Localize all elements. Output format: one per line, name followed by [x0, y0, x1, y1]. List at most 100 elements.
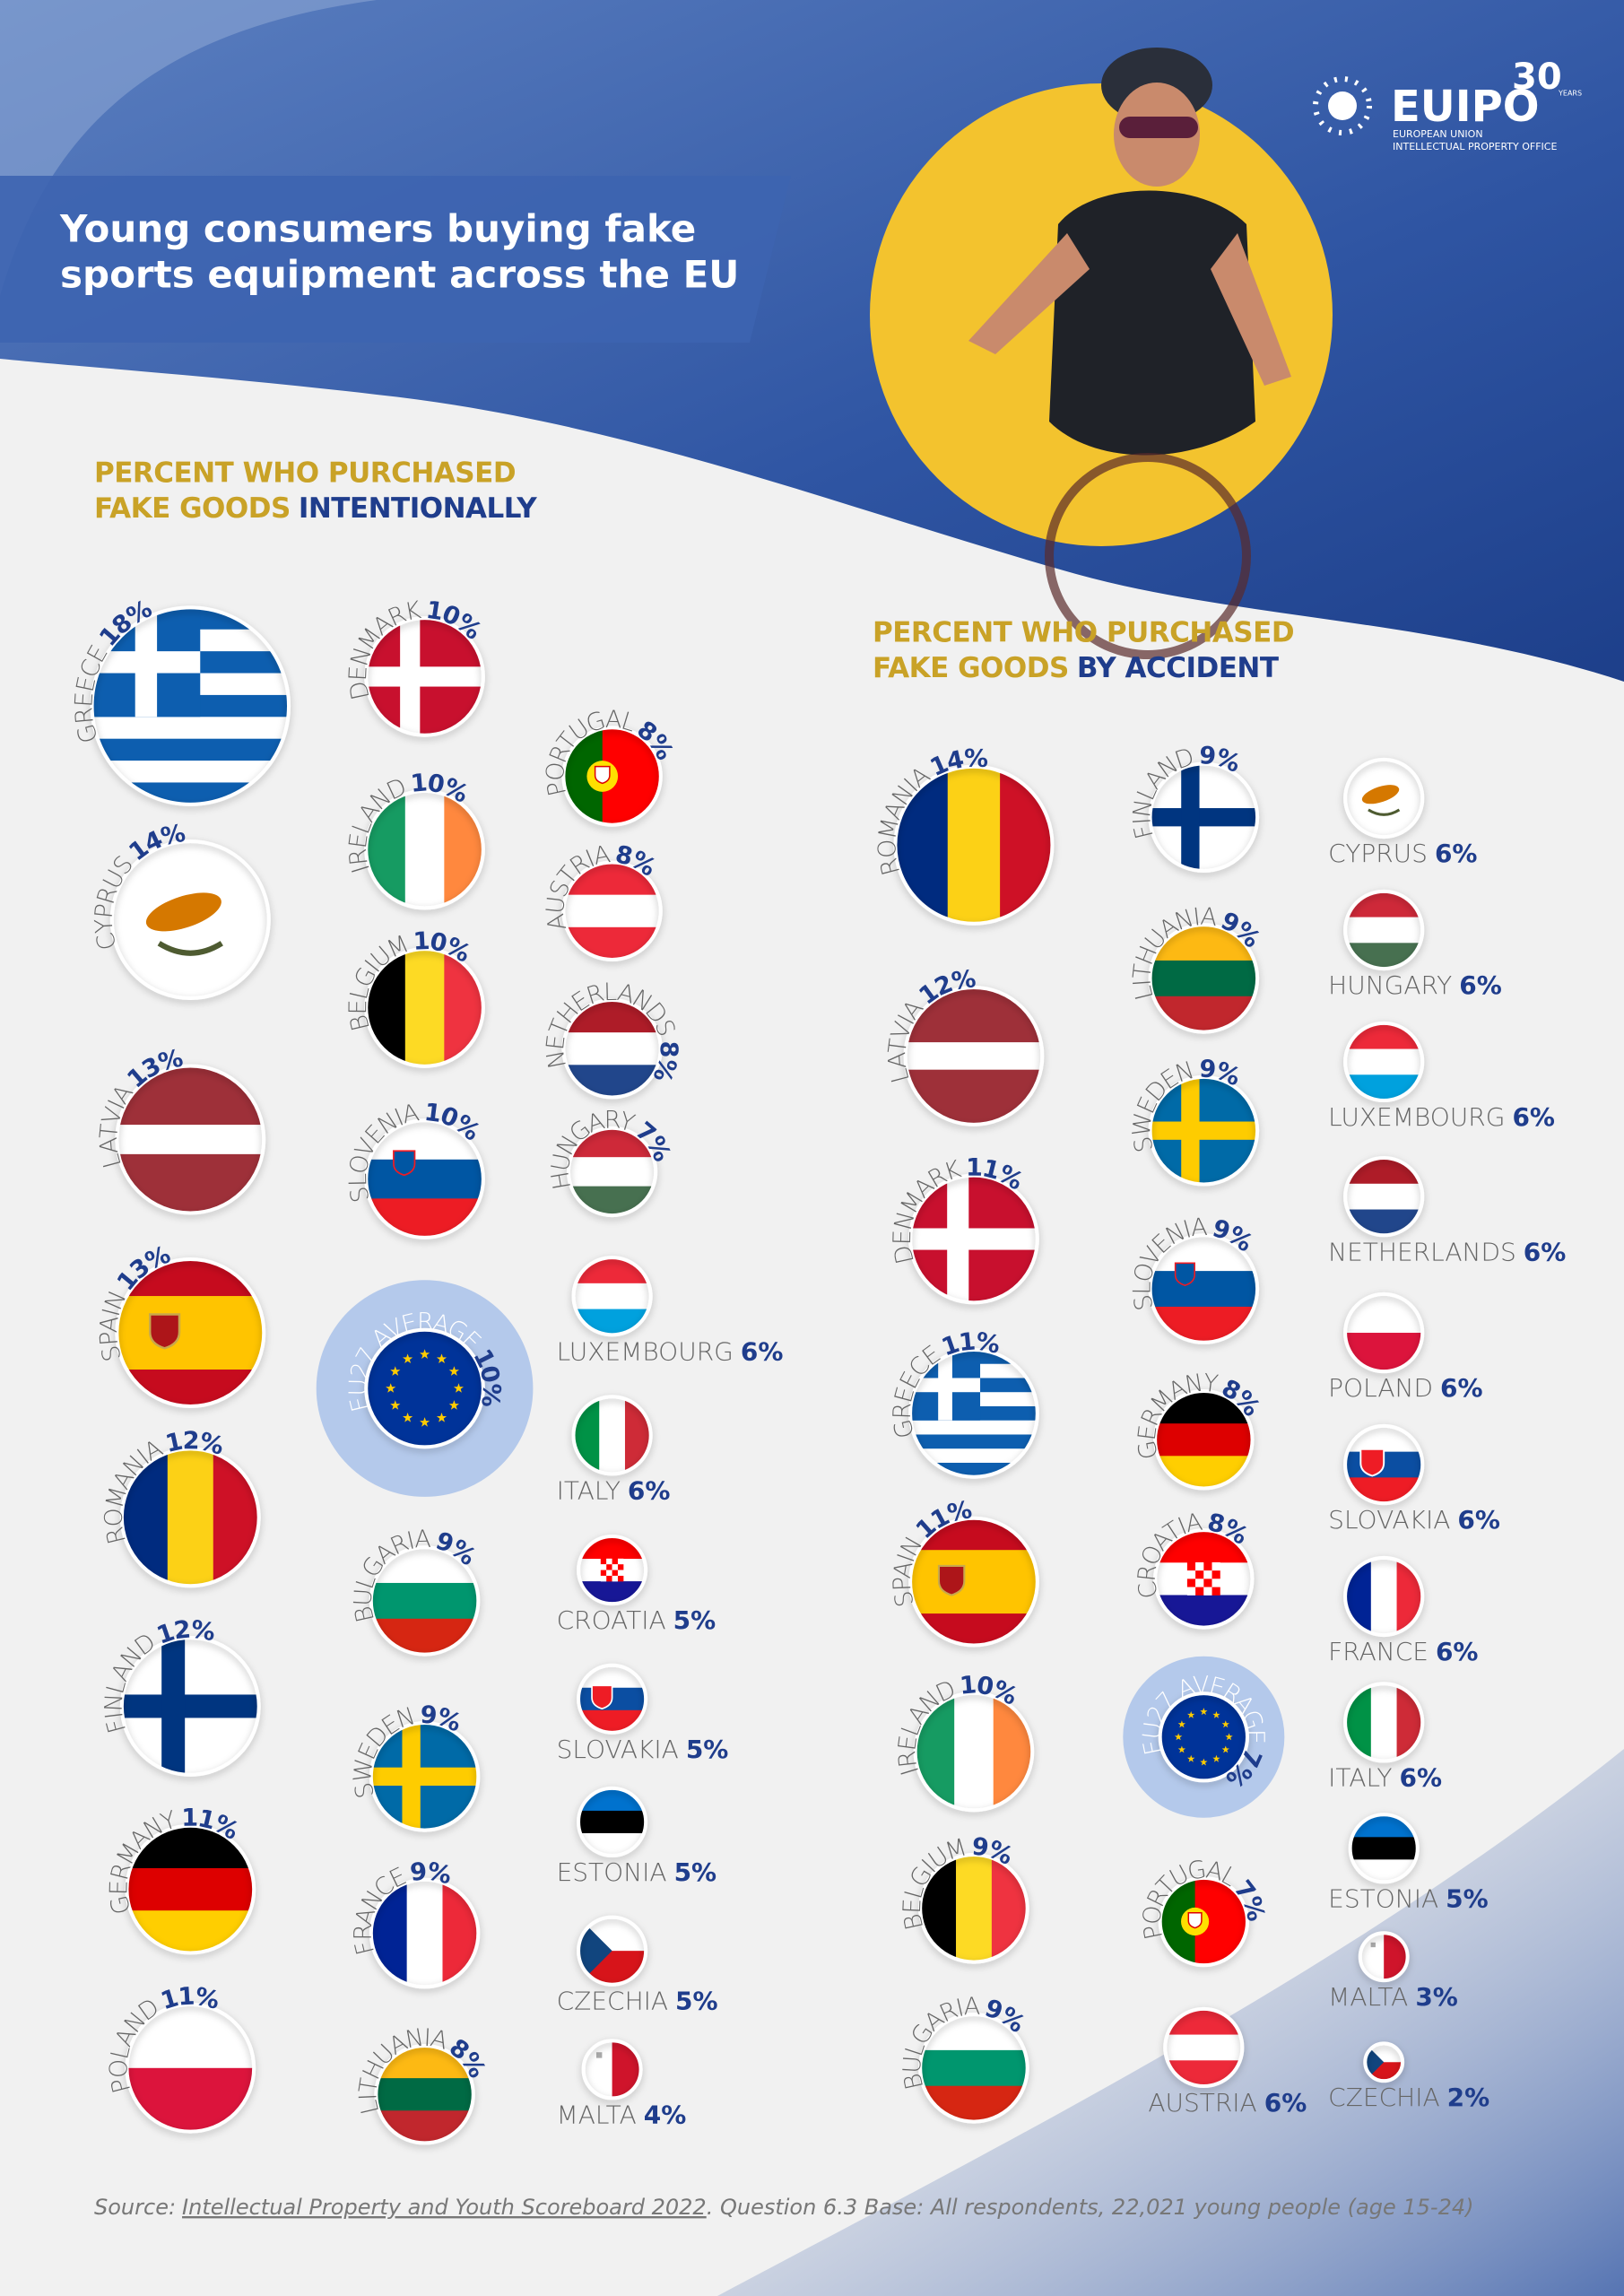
- flag-cross: [121, 1694, 259, 1718]
- country-percent: 9%: [409, 1857, 455, 1890]
- flag-star: [1177, 1745, 1185, 1753]
- heading-gold: FAKE GOODS: [94, 492, 291, 525]
- flag-emblem: [617, 1564, 624, 1570]
- flag-stripe: [910, 1434, 1038, 1449]
- flag-emblem: [393, 1150, 416, 1177]
- flag: [1345, 759, 1423, 838]
- country-name: ESTONIA: [557, 1857, 667, 1887]
- flag: [1159, 1693, 1247, 1781]
- flag-emblem: [606, 1564, 612, 1570]
- flag-stripe: [1350, 1837, 1418, 1860]
- country-name: ITALY: [1328, 1763, 1392, 1793]
- country-percent: 6%: [1435, 839, 1478, 868]
- flag-emblem: [595, 2052, 603, 2058]
- country-label: CYPRUS 6%: [1328, 839, 1477, 868]
- country-percent: 5%: [1446, 1883, 1489, 1913]
- flag-items: GREECE18%CYPRUS14%LATVIA13%SPAIN13%ROMAN…: [70, 595, 1566, 2145]
- country-label: CZECHIA 2%: [1328, 2083, 1489, 2112]
- flag-cross: [1181, 1076, 1200, 1185]
- country-percent: 5%: [675, 1987, 718, 2016]
- flag-emblem: [1186, 1578, 1196, 1587]
- country-percent: 6%: [1457, 1505, 1500, 1535]
- flag-star: [403, 1413, 413, 1422]
- flag-emblem: [1203, 1561, 1212, 1571]
- country-name: SLOVAKIA: [557, 1735, 679, 1764]
- flag-emblem: [1195, 1570, 1204, 1579]
- flag-stripe: [920, 2049, 1028, 2087]
- flag-stripe: [406, 1879, 443, 1987]
- flag-circle: [1343, 1555, 1425, 1638]
- country-label: ESTONIA 5%: [557, 1857, 717, 1887]
- flag-star: [386, 1383, 396, 1393]
- country-name: SLOVAKIA: [1328, 1505, 1450, 1535]
- country-label: ITALY 6%: [1328, 1763, 1442, 1793]
- country-percent: 6%: [1440, 1373, 1483, 1403]
- flag-circle: [125, 1823, 256, 1955]
- country-name: HUNGARY: [1328, 970, 1452, 1000]
- flag-triangle: [578, 1917, 612, 1985]
- flag-cross: [1150, 1121, 1258, 1140]
- flag-star: [453, 1383, 464, 1393]
- flag-emblem: [148, 1313, 181, 1350]
- flag-circle: [1153, 1389, 1255, 1491]
- flag-circle: [1163, 2006, 1245, 2089]
- flag-circle: [119, 1447, 261, 1588]
- flag-emblem: [606, 1558, 612, 1565]
- flag-emblem: [1203, 1578, 1212, 1587]
- flag-cross: [366, 666, 483, 687]
- title-line: sports equipment across the EU: [60, 253, 739, 297]
- flag: [366, 618, 483, 735]
- flag-stripe: [910, 1550, 1038, 1614]
- footer-prefix: Source:: [94, 2195, 176, 2220]
- country-label: AUSTRIA 6%: [1148, 2088, 1307, 2118]
- flag: [111, 840, 269, 999]
- country-label: POLAND 6%: [1328, 1373, 1482, 1403]
- flag-circle: [908, 1173, 1039, 1305]
- flag-stripe: [910, 1420, 1038, 1435]
- country-label: MALTA 4%: [557, 2100, 687, 2129]
- logo-name: EUIPO: [1391, 82, 1540, 132]
- flag-star: [403, 1353, 413, 1363]
- flag-stripe: [947, 766, 1001, 924]
- flag-stripe: [599, 1396, 626, 1474]
- flag-circle: [364, 788, 485, 910]
- flag-emblem: [1187, 1912, 1203, 1929]
- flag-emblem: [1186, 1570, 1196, 1579]
- flag-cross: [402, 1723, 421, 1831]
- flag-stripe: [1345, 917, 1423, 944]
- flag: [910, 1175, 1038, 1303]
- country-label: LUXEMBOURG 6%: [1328, 1102, 1555, 1132]
- country-percent: 6%: [628, 1475, 671, 1505]
- country-name: AUSTRIA: [1148, 2088, 1256, 2118]
- flag-circle: [369, 1877, 481, 1989]
- flag-circle: [561, 726, 663, 827]
- flag-star: [436, 1353, 447, 1363]
- country-label: SLOVAKIA 5%: [557, 1735, 729, 1764]
- flag-circle: [577, 1663, 648, 1735]
- flag-stripe: [117, 1125, 265, 1155]
- flag-star: [420, 1417, 430, 1427]
- flag-star: [1221, 1745, 1229, 1753]
- country-percent: 6%: [1436, 1637, 1479, 1666]
- flag-star: [1221, 1720, 1229, 1728]
- flag-stripe: [376, 2078, 473, 2111]
- flag-circle: [364, 1327, 485, 1449]
- torso: [1049, 190, 1255, 456]
- footer-rest: . Question 6.3 Base: All respondents, 22…: [707, 2195, 1474, 2220]
- country-name: CZECHIA: [557, 1987, 668, 2016]
- flag-emblem: [606, 1575, 612, 1582]
- flag-emblem: [612, 1564, 618, 1570]
- flag-cross: [1181, 763, 1200, 871]
- flag-circle: [1343, 757, 1425, 839]
- flag-circle: [1343, 889, 1425, 971]
- flag-emblem: [600, 1570, 607, 1576]
- flag-circle: [364, 616, 485, 737]
- footer-link[interactable]: Intellectual Property and Youth Scoreboa…: [182, 2195, 707, 2220]
- flag-emblem: [591, 1684, 613, 1710]
- section-heading: PERCENT WHO PURCHASED: [873, 617, 1294, 649]
- flag-emblem: [1203, 1570, 1212, 1579]
- flag: [366, 1329, 483, 1448]
- country-label: ESTONIA 5%: [1328, 1883, 1489, 1913]
- flag-emblem: [612, 1570, 618, 1576]
